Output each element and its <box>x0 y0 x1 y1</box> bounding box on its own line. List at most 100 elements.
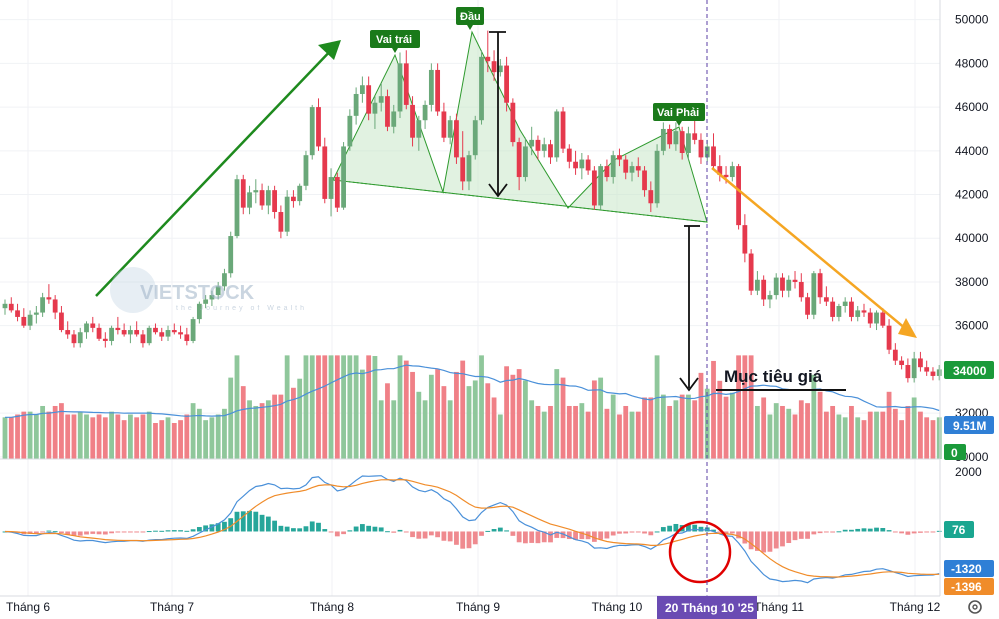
candle-body <box>842 301 848 306</box>
volume-bar <box>284 355 290 459</box>
macd-histogram-bar <box>623 531 629 534</box>
candle-body <box>303 155 309 186</box>
macd-histogram-bar <box>717 531 723 533</box>
candle-body <box>491 61 497 73</box>
candle-body <box>523 146 528 178</box>
candle-body <box>679 131 685 153</box>
volume-bar <box>372 356 378 459</box>
volume-bar <box>798 400 804 459</box>
candle-body <box>830 301 836 317</box>
candle-body <box>905 365 911 379</box>
macd-hist-badge <box>944 521 974 538</box>
candle-body <box>761 279 767 300</box>
candle-body <box>178 332 183 335</box>
macd-histogram-bar <box>642 531 647 534</box>
candle-body <box>849 301 854 317</box>
candle-body <box>930 371 936 376</box>
time-axis: Tháng 6 Tháng 7 Tháng 8 Tháng 9 Tháng 10 Thán… <box>6 600 941 614</box>
macd-histogram-bar <box>272 520 278 532</box>
candle-body <box>880 312 886 326</box>
macd-histogram-bar <box>773 531 779 549</box>
macd-histogram-bar <box>723 531 729 534</box>
macd-histogram-bar <box>472 531 478 545</box>
macd-histogram-bar <box>366 525 372 532</box>
price-tick-label: 44000 <box>955 144 989 158</box>
candle-body <box>322 146 328 199</box>
candle-body <box>71 334 77 344</box>
candle-body <box>153 327 158 333</box>
left-shoulder-badge <box>370 30 420 48</box>
candle-body <box>823 297 829 302</box>
macd-histogram-bar <box>497 527 503 532</box>
macd-histogram-bar <box>485 530 491 532</box>
macd-histogram-bar <box>40 531 46 533</box>
volume-bar <box>924 417 930 459</box>
candle-body <box>196 303 202 320</box>
volume-bar <box>59 403 64 459</box>
volume-bar <box>460 360 466 459</box>
volume-bar <box>936 417 942 459</box>
candle-body <box>635 166 641 171</box>
macd-histogram-bar <box>911 531 917 534</box>
volume-bar <box>479 355 484 459</box>
volume-bar <box>8 417 14 459</box>
volume-bar <box>347 355 353 459</box>
candle-body <box>410 104 415 138</box>
time-tick-label: Tháng 9 <box>456 600 500 614</box>
volume-bar <box>786 408 792 459</box>
candle-body <box>936 369 942 376</box>
candle-body <box>316 107 321 147</box>
volume-bar <box>729 392 735 459</box>
volume-bar <box>171 423 177 459</box>
head-label: Đầu <box>460 11 481 23</box>
volume-bar <box>278 394 284 459</box>
gear-icon[interactable] <box>968 600 982 614</box>
volume-bar <box>428 374 434 459</box>
candle-body <box>510 102 516 143</box>
volume-bar <box>874 411 879 459</box>
candle-body <box>203 299 209 304</box>
macd-histogram-bar <box>811 531 817 535</box>
macd-histogram-bar <box>46 530 52 532</box>
volume-bar <box>71 414 77 459</box>
macd-histogram-bar <box>454 531 459 545</box>
candle-body <box>184 334 190 341</box>
volume-bar <box>591 380 597 459</box>
volume-bar <box>222 408 227 459</box>
candle-body <box>359 85 365 94</box>
macd-histogram-bar <box>930 531 936 533</box>
macd-histogram-bar <box>203 525 209 532</box>
svg-text:VIETSTOCK: VIETSTOCK <box>140 282 255 304</box>
volume-bar <box>748 355 754 459</box>
volume-bar <box>316 355 321 459</box>
macd-histogram-bar <box>554 531 560 538</box>
macd-pane <box>2 475 942 584</box>
macd-histogram-bar <box>171 530 177 532</box>
macd-histogram-bar <box>378 527 384 532</box>
macd-histogram-bar <box>466 531 472 549</box>
volume-bar <box>717 380 723 459</box>
candle-body <box>65 330 71 335</box>
crosshair-date: 20 Tháng 10 '25 <box>665 601 754 615</box>
candle-body <box>780 277 785 291</box>
candle-body <box>428 69 434 105</box>
volume-bar <box>303 355 309 459</box>
volume-bar <box>265 400 271 459</box>
candle-body <box>128 330 133 335</box>
macd-line-badge <box>944 560 994 577</box>
left-shoulder-pointer <box>392 48 398 53</box>
volume-bar <box>2 417 8 459</box>
macd-histogram-bar <box>479 531 484 536</box>
candle-body <box>497 65 503 73</box>
candle-body <box>52 299 58 313</box>
candle-body <box>309 107 315 156</box>
candle-body <box>90 323 96 328</box>
volume-bar <box>792 414 798 459</box>
candle-body <box>391 111 397 127</box>
last-price-value: 34000 <box>953 364 987 378</box>
right-shoulder-badge <box>653 103 705 121</box>
head-height-arrowhead <box>488 183 508 198</box>
volume-bar <box>579 403 585 459</box>
candle-body <box>447 120 453 138</box>
